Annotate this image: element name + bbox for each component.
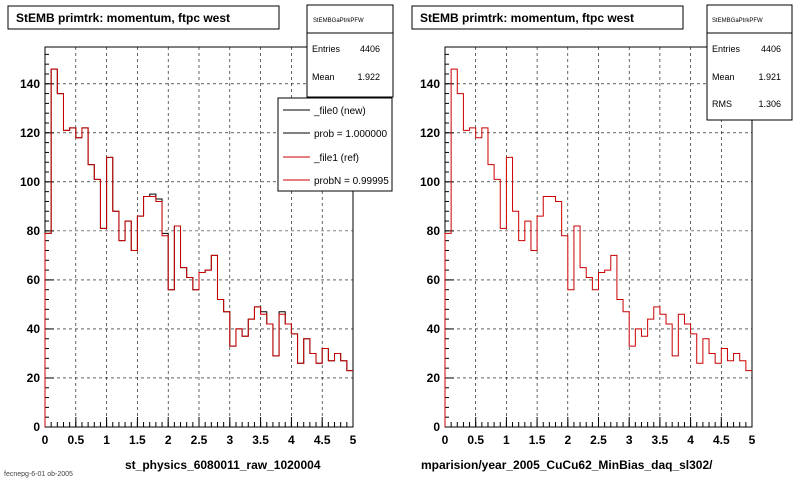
stats-mean-label: Mean bbox=[312, 72, 335, 82]
stats-box: StEMBGaPtrkPFW Entries 4406 Mean 1.922 bbox=[306, 4, 394, 98]
x-tick-label: 3 bbox=[626, 433, 633, 447]
left-histogram-pad: StEMB primtrk: momentum, ftpc west 0 0.5 1… bbox=[7, 4, 394, 472]
stats-rms-value: 1.306 bbox=[758, 99, 781, 109]
chart-title: StEMB primtrk: momentum, ftpc west bbox=[420, 11, 634, 25]
plot-area: 0 0.5 1 1.5 2 2.5 3 3.5 4 4.5 5 0 20 40 60 80 100 120 140 bbox=[420, 46, 756, 447]
y-tick-label: 40 bbox=[427, 322, 441, 336]
legend-entry-new: _file0 (new) bbox=[313, 106, 366, 117]
x-tick-label: 0 bbox=[442, 433, 449, 447]
stats-title: StEMBGaPtrkPFW bbox=[313, 18, 364, 24]
y-tick-label: 80 bbox=[427, 224, 441, 238]
y-tick-label: 120 bbox=[420, 126, 440, 140]
y-tick-label: 0 bbox=[433, 420, 440, 434]
x-tick-label: 2.5 bbox=[191, 433, 208, 447]
x-tick-label: 1 bbox=[503, 433, 510, 447]
stats-box: StEMBGaPtrkPFW Entries 4406 Mean 1.921 R… bbox=[706, 4, 793, 121]
stats-mean-value: 1.921 bbox=[758, 72, 781, 82]
stats-title: StEMBGaPtrkPFW bbox=[712, 18, 763, 24]
x-tick-label: 5 bbox=[350, 433, 357, 447]
stats-entries-label: Entries bbox=[312, 44, 341, 54]
chart-title: StEMB primtrk: momentum, ftpc west bbox=[16, 11, 230, 25]
y-tick-label: 140 bbox=[420, 77, 440, 91]
x-tick-label: 4 bbox=[687, 433, 694, 447]
right-histogram-pad: StEMB primtrk: momentum, ftpc west 0 0.5 1… bbox=[411, 4, 793, 472]
footer-text: fecnepg-6-01 ob-2005 bbox=[4, 471, 73, 478]
x-tick-label: 0.5 bbox=[467, 433, 484, 447]
y-tick-label: 100 bbox=[420, 175, 440, 189]
legend-entry-ref: _file1 (ref) bbox=[313, 153, 359, 164]
x-tick-label: 1 bbox=[103, 433, 110, 447]
histogram-series-ref bbox=[44, 68, 353, 427]
stats-entries-value: 4406 bbox=[360, 44, 380, 54]
stats-mean-value: 1.922 bbox=[357, 72, 380, 82]
x-tick-label: 5 bbox=[749, 433, 756, 447]
legend: _file0 (new) prob = 1.000000 _file1 (ref… bbox=[277, 97, 393, 192]
y-tick-label: 100 bbox=[20, 175, 40, 189]
y-tick-label: 120 bbox=[20, 126, 40, 140]
y-tick-label: 20 bbox=[27, 371, 41, 385]
x-tick-label: 2 bbox=[564, 433, 571, 447]
x-tick-label: 1.5 bbox=[529, 433, 546, 447]
x-tick-label: 2 bbox=[165, 433, 172, 447]
y-tick-label: 60 bbox=[27, 273, 41, 287]
x-tick-label: 3.5 bbox=[252, 433, 269, 447]
x-tick-label: 0.5 bbox=[67, 433, 84, 447]
x-tick-label: 1.5 bbox=[129, 433, 146, 447]
legend-entry-probn: probN = 0.99995 bbox=[314, 176, 389, 187]
stats-entries-value: 4406 bbox=[761, 44, 781, 54]
y-tick-label: 0 bbox=[33, 420, 40, 434]
x-tick-label: 4 bbox=[288, 433, 295, 447]
y-tick-label: 20 bbox=[427, 371, 441, 385]
x-tick-label: 3.5 bbox=[652, 433, 669, 447]
y-tick-label: 60 bbox=[427, 273, 441, 287]
y-tick-label: 80 bbox=[27, 224, 41, 238]
stats-entries-label: Entries bbox=[712, 44, 741, 54]
stats-rms-label: RMS bbox=[712, 99, 732, 109]
x-tick-label: 3 bbox=[226, 433, 233, 447]
x-tick-label: 0 bbox=[42, 433, 49, 447]
x-tick-label: 4.5 bbox=[713, 433, 730, 447]
x-tick-label: 2.5 bbox=[590, 433, 607, 447]
x-axis-label: mparision/year_2005_CuCu62_MinBias_daq_s… bbox=[421, 458, 713, 472]
y-tick-label: 140 bbox=[20, 77, 40, 91]
title-box bbox=[7, 5, 280, 30]
stats-mean-label: Mean bbox=[712, 72, 735, 82]
histogram-series-ref bbox=[444, 68, 752, 427]
y-tick-label: 40 bbox=[27, 322, 41, 336]
title-box bbox=[411, 5, 684, 30]
legend-entry-prob: prob = 1.000000 bbox=[314, 129, 388, 140]
x-axis-label: st_physics_6080011_raw_1020004 bbox=[125, 458, 321, 472]
x-tick-label: 4.5 bbox=[314, 433, 331, 447]
